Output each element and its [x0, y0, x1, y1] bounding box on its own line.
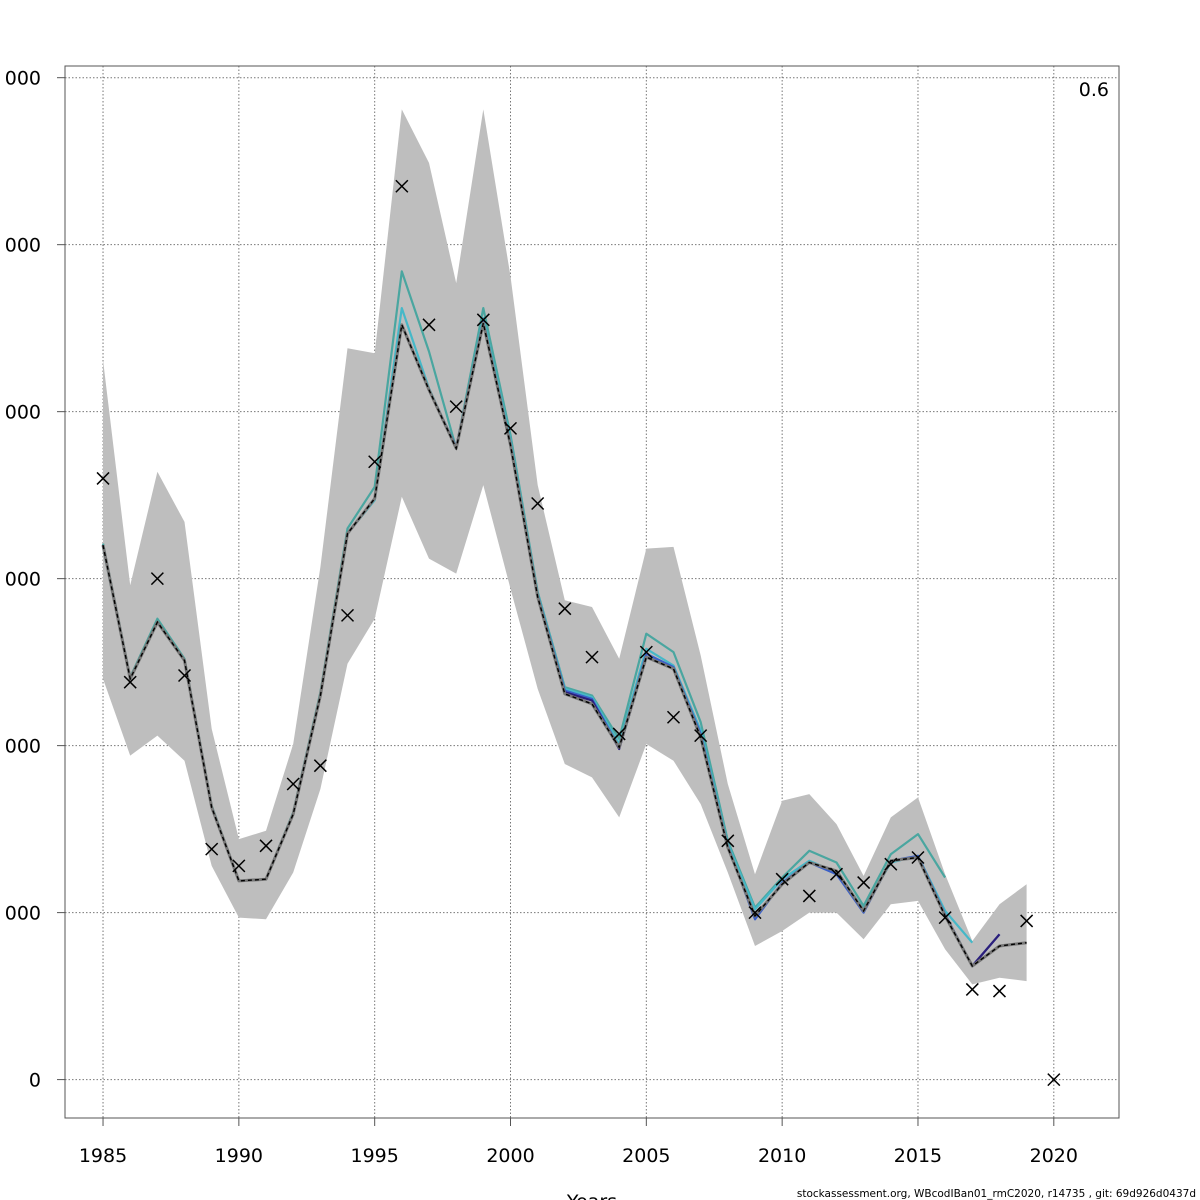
observation-point: [123, 675, 137, 689]
y-tick-label: 000: [5, 402, 41, 424]
observation-point: [558, 602, 572, 616]
x-tick-label: 2010: [758, 1145, 806, 1167]
observation-point: [150, 572, 164, 586]
x-axis-label: Years: [566, 1191, 617, 1200]
observation-markers: [96, 179, 1061, 1087]
x-tick-label: 2015: [894, 1145, 942, 1167]
series-lines: [101, 270, 1027, 968]
x-tick-label: 2005: [622, 1145, 670, 1167]
y-tick-label: 000: [5, 68, 41, 90]
observation-point: [313, 759, 327, 773]
observation-point: [639, 645, 653, 659]
observation-point: [1020, 914, 1034, 928]
observation-point: [177, 668, 192, 683]
observation-point: [503, 421, 518, 435]
corner-annotation: 0.6: [1079, 79, 1109, 101]
y-tick-label: 0: [29, 1070, 41, 1092]
observation-point: [232, 859, 246, 873]
observation-point: [422, 318, 436, 332]
y-tick-label: 000: [5, 736, 41, 758]
observation-point: [992, 984, 1007, 998]
observation-point: [666, 710, 681, 724]
observation-point: [938, 911, 952, 925]
observation-point: [340, 608, 355, 622]
x-tick-label: 2000: [486, 1145, 534, 1167]
observation-point: [612, 727, 626, 741]
footer-credit: stockassessment.org, WBcodIBan01_rmC2020…: [797, 1188, 1196, 1200]
y-tick-label: 000: [5, 903, 41, 925]
y-tick-label: 000: [5, 569, 41, 591]
observation-point: [884, 857, 898, 871]
observation-point: [1047, 1073, 1061, 1087]
series-line-4: [102, 322, 1027, 968]
observation-point: [721, 834, 735, 848]
observation-point: [857, 876, 871, 890]
y-tick-label: 000: [5, 235, 41, 257]
observation-point: [694, 729, 708, 743]
observation-point: [449, 400, 463, 414]
observation-point: [802, 889, 816, 903]
observation-point: [259, 839, 273, 853]
observation-point: [286, 777, 300, 791]
observation-point: [911, 850, 925, 865]
observation-point: [395, 179, 409, 193]
observation-point: [368, 455, 382, 469]
axes: 1985 1990 1995 2000 2005 2010 2015 202000000000…: [5, 68, 1078, 1167]
x-tick-label: 1990: [215, 1145, 263, 1167]
plot-frame: [64, 65, 1120, 1119]
confidence-band: [103, 109, 1027, 985]
x-tick-label: 1985: [79, 1145, 127, 1167]
observation-point: [96, 471, 110, 485]
observation-point: [476, 313, 490, 327]
x-tick-label: 2020: [1030, 1145, 1078, 1167]
observation-point: [829, 867, 844, 881]
observation-point: [531, 496, 545, 511]
observation-point: [965, 982, 979, 996]
observation-point: [775, 872, 789, 886]
observation-point: [585, 650, 599, 664]
x-tick-label: 1995: [351, 1145, 399, 1167]
observation-point: [748, 906, 762, 920]
observation-point: [205, 842, 219, 856]
